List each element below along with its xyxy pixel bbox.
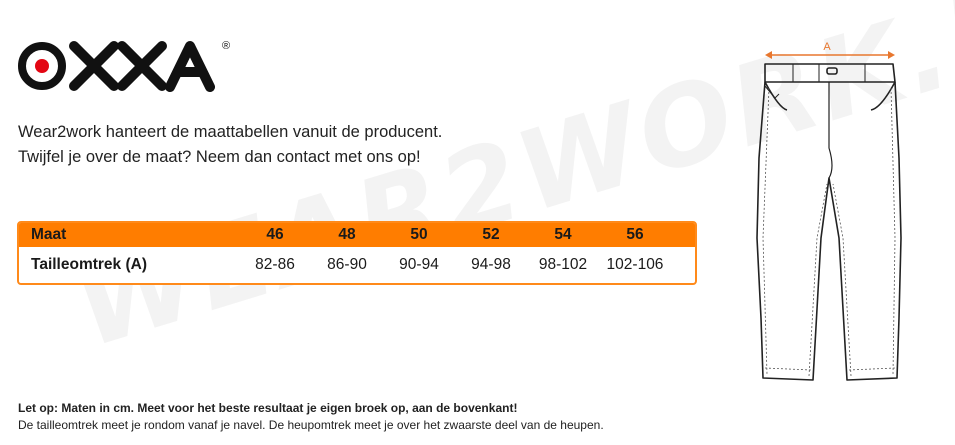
size-note: Let op: Maten in cm. Meet voor het beste… — [18, 400, 604, 434]
size-table-header: Maat 46 48 50 52 54 56 — [19, 223, 695, 247]
size-48: 48 — [338, 226, 356, 243]
note-line-2: De tailleomtrek meet je rondom vanaf je … — [18, 418, 604, 432]
waist-52: 94-98 — [471, 256, 511, 273]
size-46: 46 — [266, 226, 284, 243]
table-row: Tailleomtrek (A) 82-86 86-90 90-94 94-98… — [19, 247, 695, 283]
trousers-drawing: A — [756, 41, 902, 381]
oxxa-logo: ® — [18, 40, 231, 97]
trousers-seams — [762, 87, 896, 377]
size-table: Maat 46 48 50 52 54 56 Tailleomtrek (A) … — [17, 221, 697, 285]
trousers-illustration: A — [735, 38, 925, 403]
intro-line-2: Twijfel je over de maat? Neem dan contac… — [18, 148, 421, 166]
note-bold-line: Let op: Maten in cm. Meet voor het beste… — [18, 401, 518, 415]
trousers-outline — [756, 63, 902, 381]
registered-mark: ® — [222, 40, 231, 52]
waist-54: 98-102 — [538, 256, 588, 273]
size-52: 52 — [482, 226, 500, 243]
logo-red-dot — [35, 59, 49, 73]
measure-label-a: A — [823, 41, 831, 53]
row-label: Tailleomtrek (A) — [31, 256, 147, 273]
waist-50: 90-94 — [399, 256, 439, 273]
size-56: 56 — [626, 226, 644, 243]
header-label: Maat — [31, 226, 67, 243]
waist-48: 86-90 — [327, 256, 367, 273]
waist-56: 102-106 — [606, 256, 664, 273]
waist-46: 82-86 — [255, 256, 295, 273]
intro-line-1: Wear2work hanteert de maattabellen vanui… — [18, 123, 443, 141]
size-54: 54 — [554, 226, 572, 243]
size-50: 50 — [410, 226, 428, 243]
waist-measure-arrow — [765, 51, 895, 59]
oxxa-logo-graphic — [18, 41, 215, 92]
intro-text: Wear2work hanteert de maattabellen vanui… — [18, 120, 442, 170]
